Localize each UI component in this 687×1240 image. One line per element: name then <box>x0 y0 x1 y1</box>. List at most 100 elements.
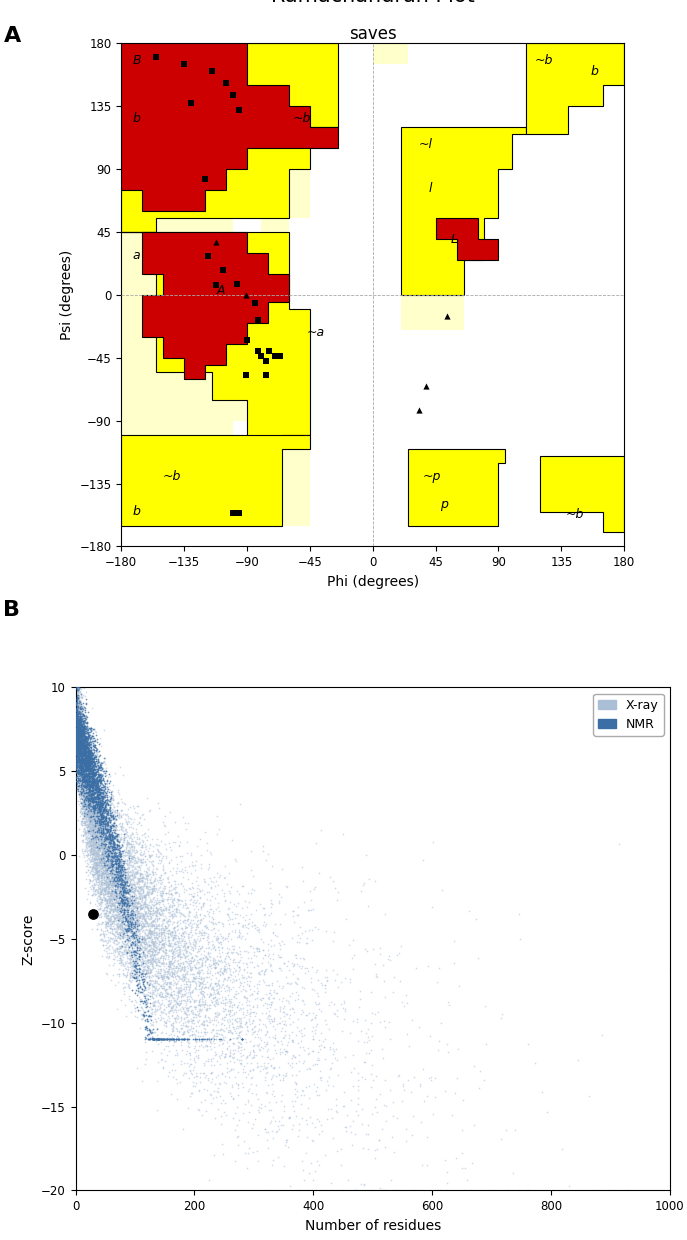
Point <box>100 890 111 910</box>
Point <box>264 997 275 1017</box>
Point <box>76 718 87 738</box>
Point <box>78 720 89 740</box>
Point <box>131 966 142 986</box>
Point <box>102 847 113 867</box>
Point <box>205 868 216 888</box>
Point <box>78 706 89 725</box>
Point <box>128 827 139 847</box>
Point <box>141 925 152 945</box>
Point <box>85 770 95 790</box>
Point <box>153 851 164 870</box>
Point <box>103 854 114 874</box>
Point <box>168 962 179 982</box>
Point <box>153 1029 164 1049</box>
Point <box>218 971 229 991</box>
Point <box>184 915 195 935</box>
Point <box>414 399 425 419</box>
Point <box>89 805 100 825</box>
Point <box>121 921 132 941</box>
Point <box>132 914 143 934</box>
Point <box>155 952 166 972</box>
Point <box>120 925 131 945</box>
Point <box>71 750 82 770</box>
Point <box>137 868 148 888</box>
Point <box>433 1040 444 1060</box>
Point <box>105 887 116 906</box>
Point <box>95 799 106 818</box>
Point <box>74 750 85 770</box>
Point <box>104 821 115 841</box>
Point <box>247 1013 258 1033</box>
Point <box>125 887 136 906</box>
Point <box>117 879 128 899</box>
Point <box>143 875 154 895</box>
Point <box>89 868 100 888</box>
Point <box>171 944 182 963</box>
Point <box>142 999 153 1019</box>
Point <box>182 952 193 972</box>
Point <box>128 932 139 952</box>
Point <box>84 766 95 786</box>
Point <box>72 738 83 758</box>
Point <box>168 925 179 945</box>
Point <box>169 926 180 946</box>
Point <box>170 950 181 970</box>
Point <box>103 833 114 853</box>
Point <box>160 883 171 903</box>
Point <box>109 864 120 884</box>
Point <box>85 742 96 761</box>
Point <box>94 817 105 837</box>
Point <box>126 918 137 937</box>
Point <box>73 745 84 765</box>
Point <box>76 749 87 769</box>
Point <box>98 870 109 890</box>
Point <box>96 815 107 835</box>
Point <box>72 733 83 753</box>
Point <box>70 737 81 756</box>
Point <box>123 839 134 859</box>
Point <box>121 821 132 841</box>
Point <box>153 962 164 982</box>
Point <box>76 709 87 729</box>
Point <box>282 1137 293 1157</box>
Point <box>78 759 89 779</box>
Point <box>97 872 108 892</box>
Point <box>146 961 157 981</box>
Point <box>74 711 85 730</box>
Point <box>183 903 194 923</box>
Point <box>87 733 98 753</box>
Point <box>135 899 146 919</box>
Point <box>83 748 94 768</box>
Point <box>71 678 82 698</box>
Point <box>104 854 115 874</box>
Point <box>196 909 207 929</box>
Point <box>80 801 91 821</box>
Point <box>80 776 91 796</box>
Point <box>82 722 93 742</box>
Point <box>95 812 106 832</box>
Point <box>89 753 100 773</box>
Point <box>89 764 100 784</box>
Point <box>137 905 148 925</box>
Point <box>126 920 137 940</box>
Point <box>255 991 266 1011</box>
Point <box>177 985 188 1004</box>
Point <box>102 839 113 859</box>
Point <box>78 734 89 754</box>
Point <box>197 971 208 991</box>
Point <box>153 903 164 923</box>
Point <box>293 1060 304 1080</box>
Point <box>81 833 92 853</box>
Point <box>116 875 127 895</box>
Point <box>93 875 104 895</box>
Point <box>170 929 181 949</box>
Point <box>308 1131 319 1151</box>
Point <box>168 1029 179 1049</box>
Point <box>120 882 131 901</box>
Point <box>89 760 100 780</box>
Point <box>75 714 86 734</box>
Point <box>139 869 150 889</box>
Point <box>169 911 180 931</box>
Point <box>82 775 93 795</box>
Point <box>129 864 140 884</box>
